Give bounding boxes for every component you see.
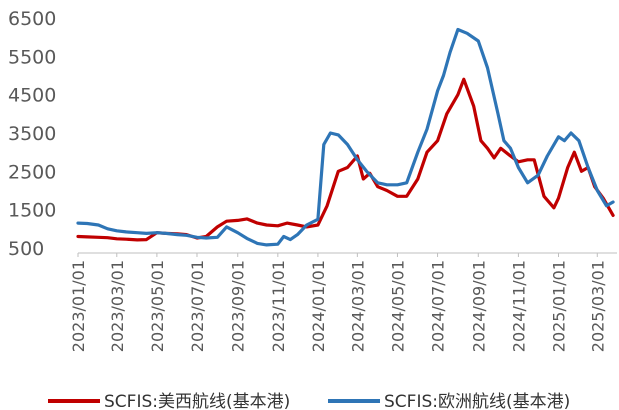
- x-tick-label: 2023/09/01: [229, 260, 248, 352]
- x-tick-label: 2023/11/01: [269, 260, 288, 352]
- y-tick-label: 5500: [8, 46, 56, 68]
- x-tick-label: 2023/05/01: [148, 260, 167, 352]
- y-axis: 500 1500 2500 3500 4500 5500 6500: [8, 8, 56, 260]
- legend-label-1: SCFIS:美西航线(基本港): [104, 392, 290, 410]
- series-line-1: [76, 77, 615, 242]
- x-tick-label: 2023/01/01: [69, 260, 88, 352]
- y-tick-label: 3500: [8, 123, 56, 145]
- x-tick-label: 2023/03/01: [108, 260, 127, 352]
- x-tick-label: 2024/07/01: [429, 260, 448, 352]
- x-tick-label: 2024/03/01: [348, 260, 367, 352]
- y-tick-label: 500: [8, 238, 44, 260]
- x-axis: 2023/01/01 2023/03/01 2023/05/01 2023/07/01…: [69, 252, 617, 352]
- x-tick-label: 2024/11/01: [509, 260, 528, 352]
- series-layer: [76, 27, 615, 247]
- y-tick-label: 2500: [8, 161, 56, 183]
- series-line-2: [76, 27, 615, 247]
- y-tick-label: 4500: [8, 85, 56, 107]
- legend-label-2: SCFIS:欧洲航线(基本港): [384, 392, 570, 410]
- x-tick-label: 2024/09/01: [469, 260, 488, 352]
- x-tick-label: 2024/05/01: [388, 260, 407, 352]
- x-tick-label: 2023/07/01: [188, 260, 207, 352]
- y-tick-label: 1500: [8, 200, 56, 222]
- legend: SCFIS:美西航线(基本港) SCFIS:欧洲航线(基本港): [48, 392, 570, 410]
- x-tick-label: 2025/03/01: [588, 260, 607, 352]
- x-tick-label: 2024/01/01: [309, 260, 328, 352]
- y-tick-label: 6500: [8, 8, 56, 30]
- x-tick-label: 2025/01/01: [549, 260, 568, 352]
